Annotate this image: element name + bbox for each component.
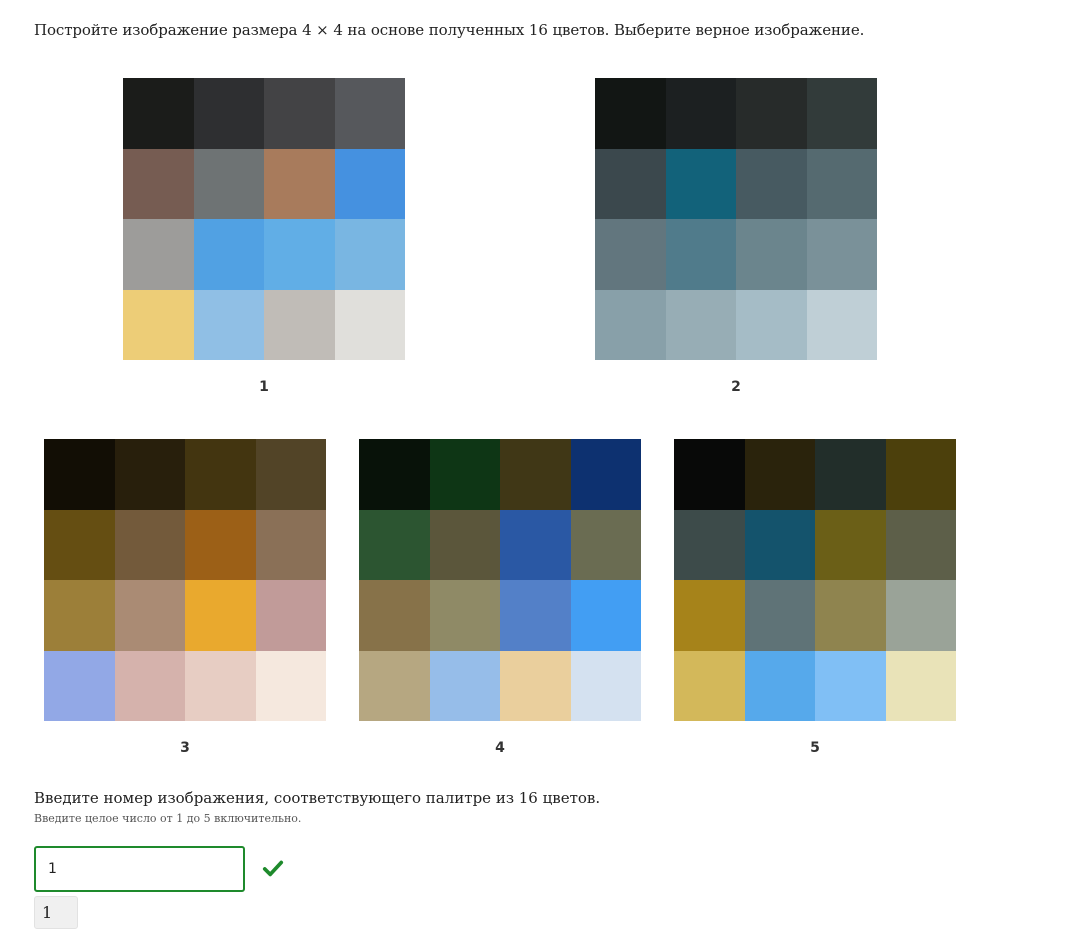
color-cell-12	[334, 219, 405, 290]
color-cell-1	[674, 439, 745, 510]
color-cell-1	[123, 78, 194, 149]
color-cell-3	[815, 439, 886, 510]
color-cell-8	[806, 148, 877, 219]
color-cell-4	[570, 439, 641, 510]
color-cell-6	[665, 148, 736, 219]
image-label-5: 5	[810, 740, 820, 756]
answer-prompt: Введите номер изображения, соответствующ…	[34, 789, 601, 807]
answer-input[interactable]	[34, 846, 245, 892]
color-cell-9	[595, 219, 666, 290]
color-cell-9	[44, 580, 115, 651]
color-cell-6	[744, 509, 815, 580]
color-cell-7	[736, 148, 807, 219]
submitted-answer: 1	[34, 896, 78, 929]
color-cell-16	[570, 650, 641, 721]
color-cell-15	[815, 650, 886, 721]
color-cell-5	[359, 509, 430, 580]
color-cell-7	[185, 509, 256, 580]
color-cell-13	[674, 650, 745, 721]
color-cell-10	[114, 580, 185, 651]
color-cell-5	[123, 148, 194, 219]
color-cell-7	[264, 148, 335, 219]
color-cell-13	[595, 289, 666, 360]
color-cell-5	[44, 509, 115, 580]
palette-image-3	[44, 439, 326, 721]
color-cell-9	[359, 580, 430, 651]
color-cell-16	[255, 650, 326, 721]
color-cell-13	[359, 650, 430, 721]
color-cell-8	[255, 509, 326, 580]
color-cell-3	[264, 78, 335, 149]
color-cell-16	[885, 650, 956, 721]
color-cell-2	[114, 439, 185, 510]
color-cell-1	[595, 78, 666, 149]
color-cell-7	[500, 509, 571, 580]
color-cell-3	[185, 439, 256, 510]
color-cell-11	[736, 219, 807, 290]
color-cell-6	[193, 148, 264, 219]
color-cell-8	[570, 509, 641, 580]
color-cell-4	[255, 439, 326, 510]
answer-hint: Введите целое число от 1 до 5 включитель…	[34, 812, 302, 825]
color-cell-12	[255, 580, 326, 651]
color-cell-2	[193, 78, 264, 149]
color-cell-15	[500, 650, 571, 721]
color-cell-10	[665, 219, 736, 290]
color-cell-11	[185, 580, 256, 651]
color-cell-16	[334, 289, 405, 360]
image-label-3: 3	[180, 740, 190, 756]
color-cell-13	[123, 289, 194, 360]
color-cell-10	[429, 580, 500, 651]
color-cell-4	[885, 439, 956, 510]
color-cell-1	[359, 439, 430, 510]
color-cell-10	[193, 219, 264, 290]
color-cell-16	[806, 289, 877, 360]
color-cell-2	[665, 78, 736, 149]
color-cell-15	[736, 289, 807, 360]
color-cell-11	[815, 580, 886, 651]
color-cell-2	[429, 439, 500, 510]
color-cell-14	[193, 289, 264, 360]
color-cell-9	[674, 580, 745, 651]
color-cell-6	[429, 509, 500, 580]
color-cell-13	[44, 650, 115, 721]
palette-image-4	[359, 439, 641, 721]
palette-image-2	[595, 78, 877, 360]
color-cell-15	[264, 289, 335, 360]
color-cell-9	[123, 219, 194, 290]
color-cell-1	[44, 439, 115, 510]
color-cell-14	[744, 650, 815, 721]
palette-image-1	[123, 78, 405, 360]
color-cell-4	[806, 78, 877, 149]
color-cell-5	[674, 509, 745, 580]
color-cell-15	[185, 650, 256, 721]
check-icon	[262, 860, 284, 877]
color-cell-6	[114, 509, 185, 580]
color-cell-14	[114, 650, 185, 721]
color-cell-12	[806, 219, 877, 290]
color-cell-3	[736, 78, 807, 149]
color-cell-5	[595, 148, 666, 219]
color-cell-10	[744, 580, 815, 651]
question-text: Постройте изображение размера 4 × 4 на о…	[34, 21, 865, 39]
image-label-2: 2	[731, 379, 741, 395]
color-cell-7	[815, 509, 886, 580]
color-cell-12	[570, 580, 641, 651]
color-cell-11	[264, 219, 335, 290]
palette-image-5	[674, 439, 956, 721]
color-cell-11	[500, 580, 571, 651]
color-cell-2	[744, 439, 815, 510]
color-cell-3	[500, 439, 571, 510]
color-cell-8	[334, 148, 405, 219]
color-cell-14	[665, 289, 736, 360]
color-cell-14	[429, 650, 500, 721]
color-cell-12	[885, 580, 956, 651]
color-cell-8	[885, 509, 956, 580]
color-cell-4	[334, 78, 405, 149]
image-label-1: 1	[259, 379, 269, 395]
image-label-4: 4	[495, 740, 505, 756]
